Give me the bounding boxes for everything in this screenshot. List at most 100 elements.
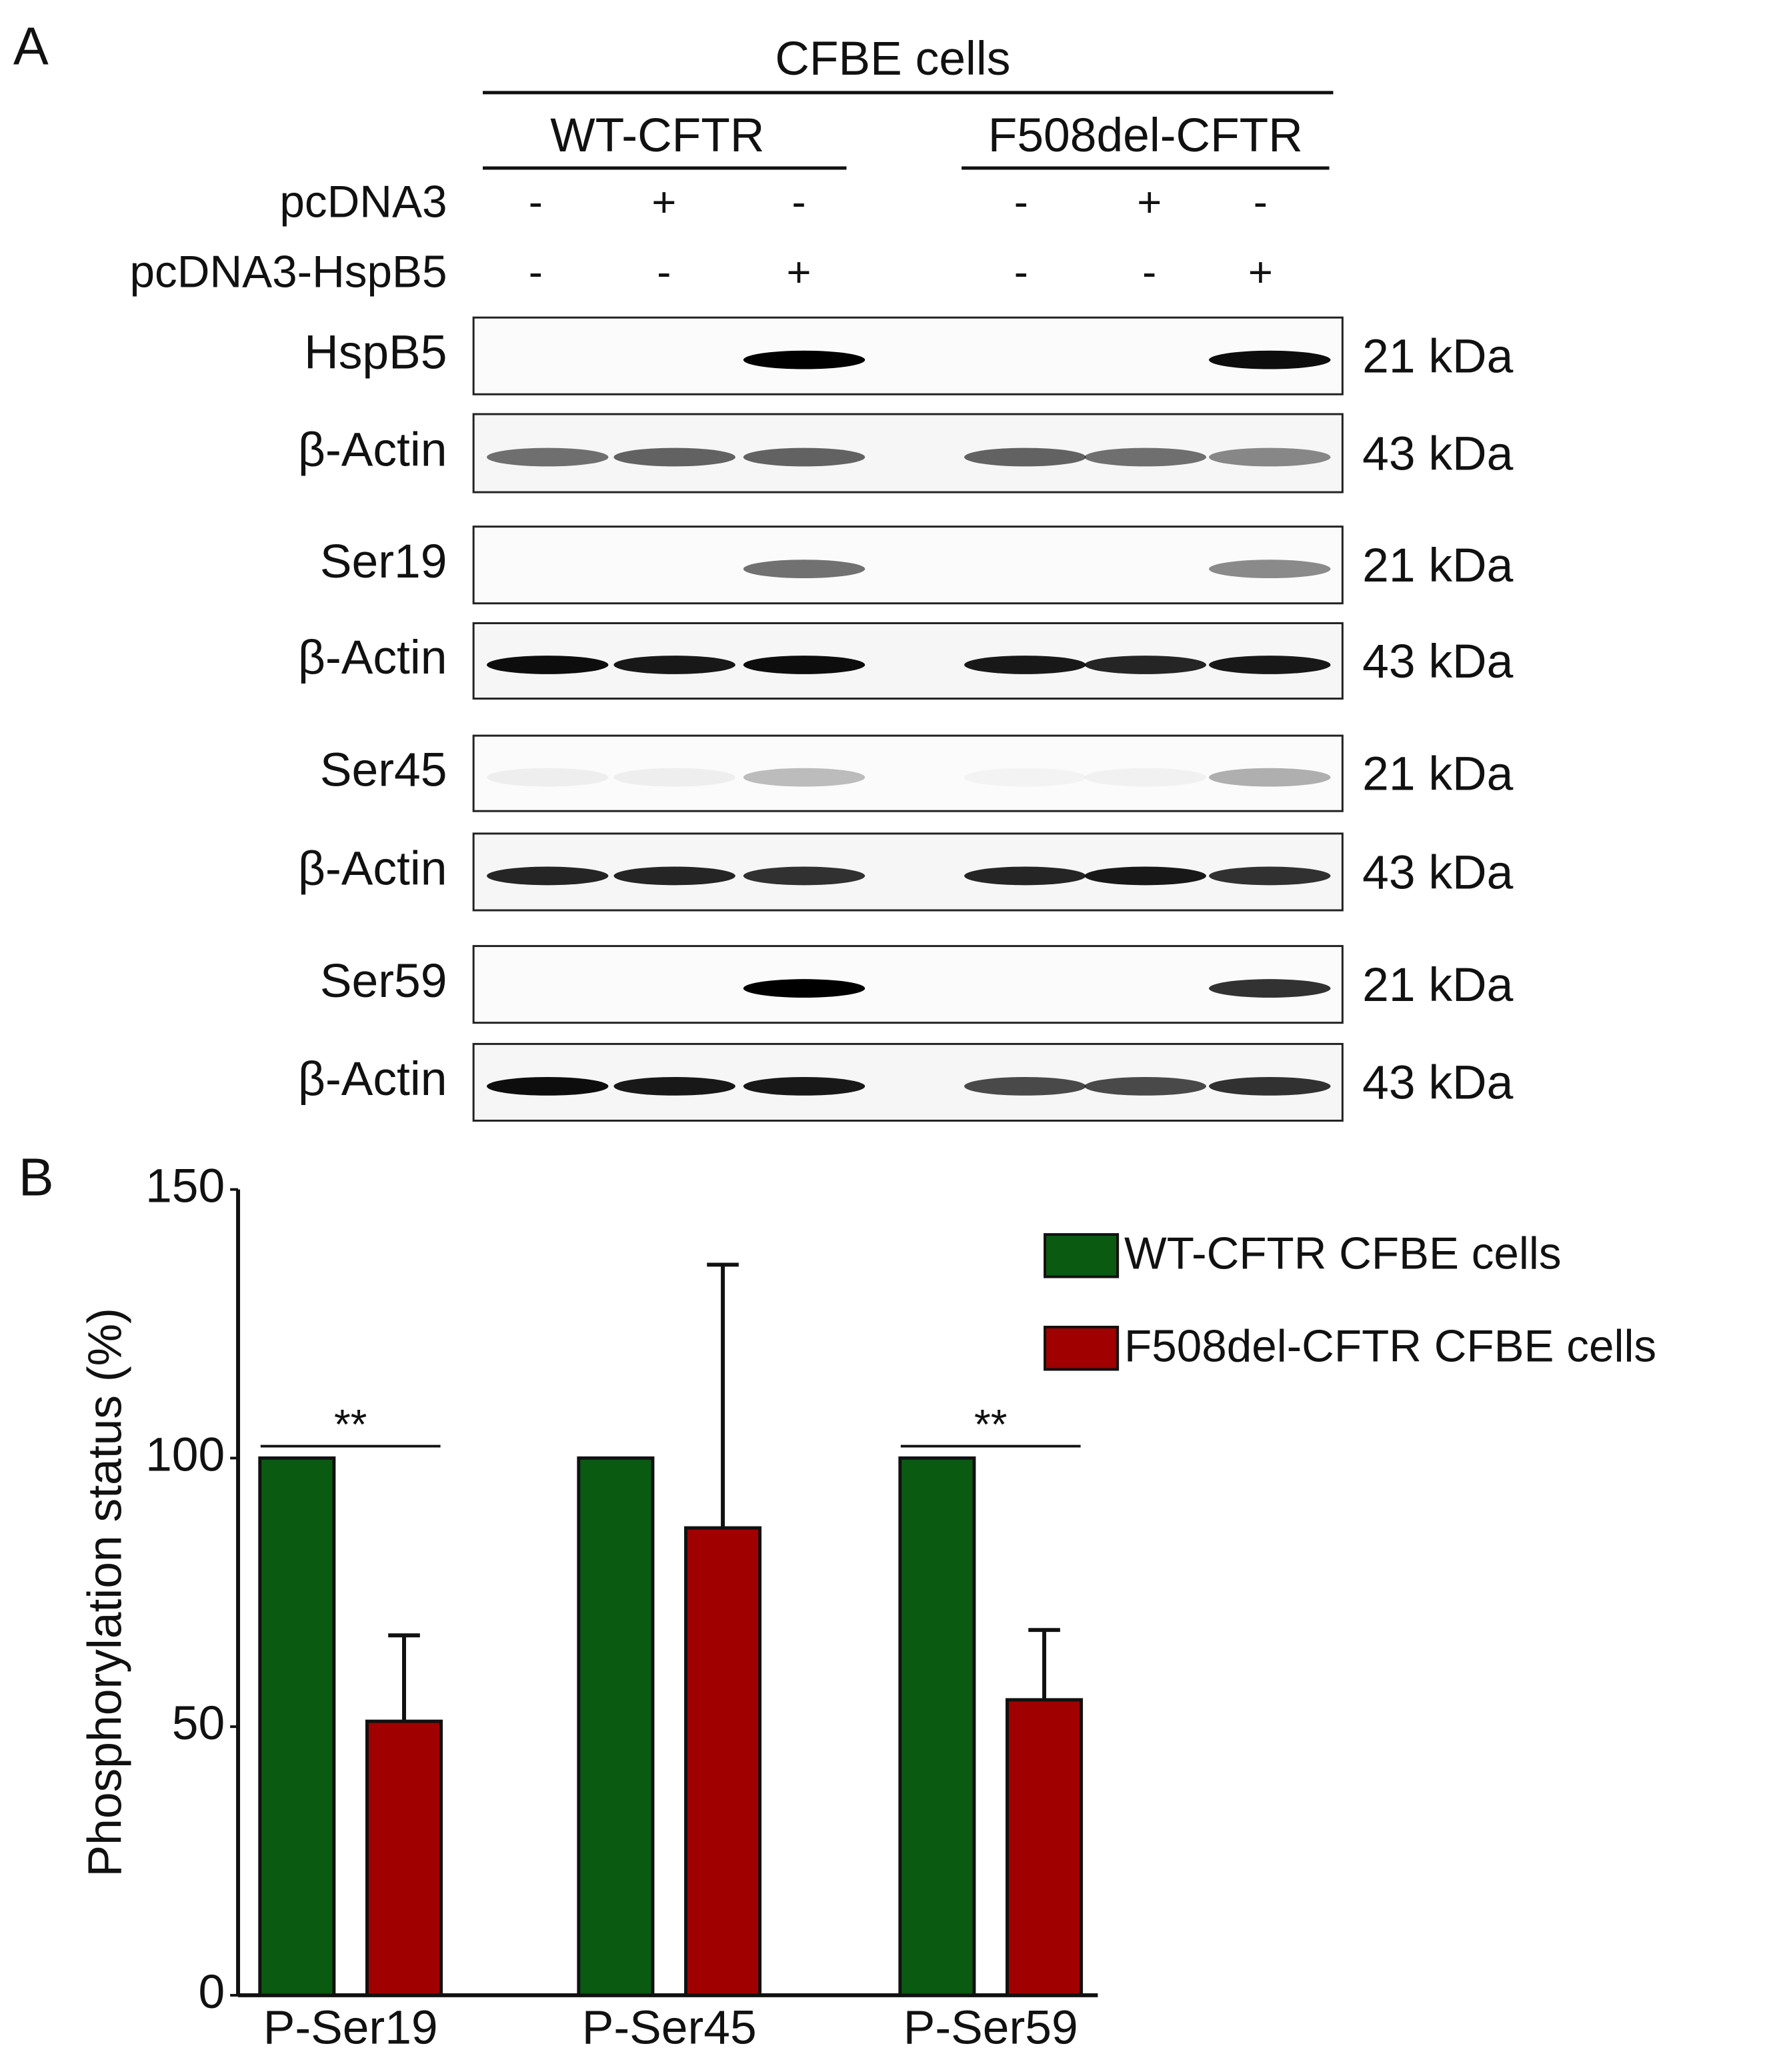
error-bar [1028,1628,1060,1700]
condition-label: pcDNA3-HspB5 [130,247,447,297]
blot-frame [472,526,1344,605]
blot-band [1209,560,1331,579]
bar [898,1456,976,1997]
condition-sign: - [1142,249,1156,295]
blot-band [1209,447,1331,467]
y-axis-label: Phosphorylation status (%) [79,1308,132,1877]
group-label: WT-CFTR [550,109,764,162]
blot-band [743,1077,865,1096]
condition-sign: + [787,249,811,295]
blot-size: 43 kDa [1362,1056,1514,1110]
blot-size: 21 kDa [1362,747,1514,800]
group-label: F508del-CFTR [988,109,1303,162]
blot-band [486,447,609,467]
blot-frame [472,413,1344,493]
blot-band [613,656,735,674]
y-tick-label: 0 [198,1965,225,2019]
blot-size: 21 kDa [1362,330,1514,383]
blot-band [1084,768,1207,787]
blot-band [964,447,1086,467]
blot-band [486,1077,609,1096]
blot-frame [472,832,1344,912]
error-bar [388,1633,420,1722]
x-tick-label: P-Ser59 [904,2001,1078,2054]
condition-sign: - [657,249,671,295]
blot-band [486,866,609,886]
blot-label: β-Actin [298,631,447,684]
blot-band [1209,350,1331,369]
blot-band [613,866,735,886]
y-tick-label: 100 [145,1428,225,1481]
bar [1006,1698,1084,1997]
condition-sign: + [1248,249,1273,295]
bar [577,1456,655,1997]
blot-frame [472,945,1344,1024]
blot-label: β-Actin [298,1052,447,1106]
legend-swatch [1044,1326,1120,1371]
blot-label: Ser45 [320,744,447,797]
condition-sign: - [529,179,543,225]
blot-frame [472,1042,1344,1122]
y-tick-label: 50 [172,1697,225,1750]
blot-band [743,979,865,998]
blot-size: 43 kDa [1362,427,1514,480]
blot-band [1084,1077,1207,1096]
legend-label: F508del-CFTR CFBE cells [1124,1322,1656,1372]
significance-label: ** [974,1402,1007,1448]
blot-size: 43 kDa [1362,846,1514,899]
blot-band [1209,979,1331,998]
y-tick-label: 150 [145,1160,225,1213]
condition-sign: - [1254,179,1268,225]
condition-sign: - [792,179,806,225]
x-tick-label: P-Ser45 [582,2001,757,2054]
blot-band [613,1077,735,1096]
blot-band [1084,866,1207,886]
blot-frame [472,622,1344,700]
bar [684,1526,762,1997]
blot-label: β-Actin [298,423,447,476]
blot-band [1084,656,1207,674]
blot-size: 43 kDa [1362,635,1514,688]
blot-band [1209,1077,1331,1096]
bar [258,1456,336,1997]
blot-frame [472,734,1344,812]
blot-band [743,866,865,886]
blot-band [964,866,1086,886]
blot-band [613,447,735,467]
significance-label: ** [334,1402,367,1448]
blot-band [743,656,865,674]
blot-size: 21 kDa [1362,958,1514,1012]
blot-band [486,768,609,787]
blot-label: β-Actin [298,842,447,895]
blot-size: 21 kDa [1362,539,1514,592]
condition-label: pcDNA3 [279,177,447,227]
legend-swatch [1044,1233,1120,1278]
blot-band [1084,447,1207,467]
condition-sign: - [1014,179,1028,225]
condition-sign: + [651,179,676,225]
blot-label: Ser19 [320,535,447,588]
blot-band [1209,656,1331,674]
blot-band [964,656,1086,674]
blot-header: CFBE cells [775,32,1010,85]
blot-band [743,560,865,579]
blot-band [486,656,609,674]
blot-band [613,768,735,787]
condition-sign: - [1014,249,1028,295]
condition-sign: - [529,249,543,295]
blot-label: HspB5 [304,326,447,379]
blot-band [743,447,865,467]
error-bar [707,1262,739,1528]
blot-band [743,350,865,369]
panel-label: A [13,16,49,75]
legend-label: WT-CFTR CFBE cells [1124,1229,1562,1279]
panel-label: B [19,1148,54,1207]
blot-band [743,768,865,787]
blot-band [1209,768,1331,787]
x-tick-label: P-Ser19 [263,2001,438,2054]
blot-band [964,768,1086,787]
bar [365,1719,443,1997]
blot-label: Ser59 [320,954,447,1008]
blot-band [964,1077,1086,1096]
